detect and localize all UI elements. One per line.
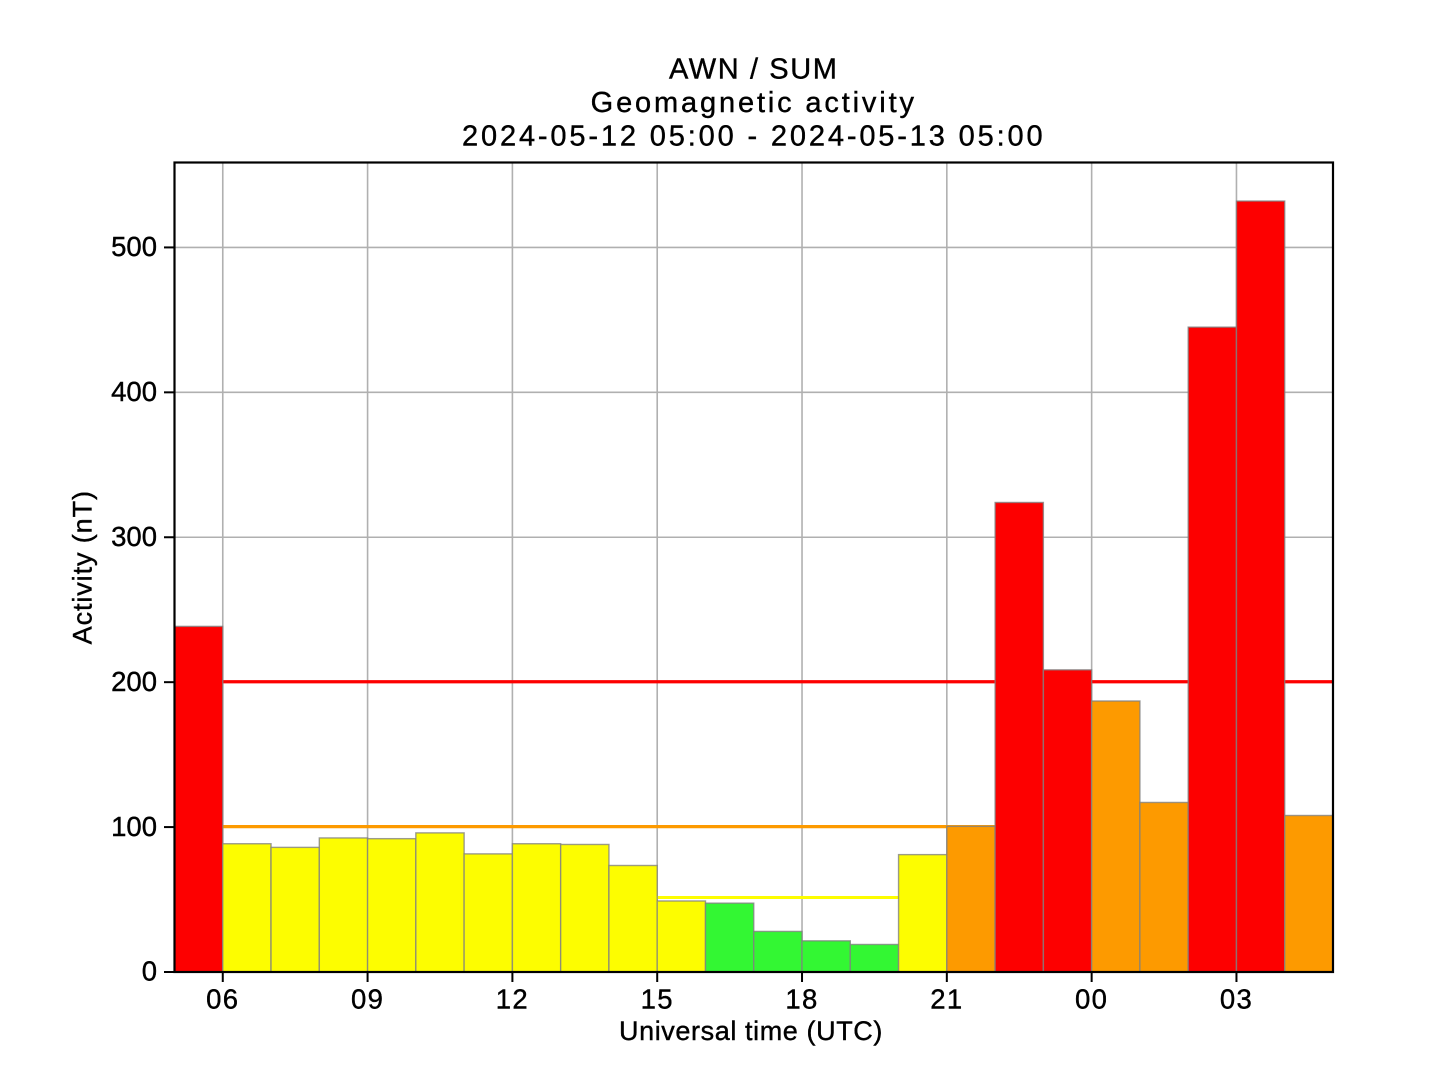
svg-text:2024-05-12 05:00 - 2024-05-13: 2024-05-12 05:00 - 2024-05-13 05:00	[462, 121, 1045, 153]
svg-text:300: 300	[111, 521, 157, 552]
svg-text:12: 12	[496, 984, 529, 1015]
svg-text:Universal time (UTC): Universal time (UTC)	[619, 1016, 883, 1046]
svg-text:500: 500	[111, 231, 157, 262]
svg-text:Activity (nT): Activity (nT)	[67, 490, 97, 644]
svg-text:03: 03	[1220, 984, 1253, 1015]
svg-text:AWN / SUM: AWN / SUM	[669, 53, 839, 85]
svg-text:0: 0	[142, 956, 157, 987]
svg-text:00: 00	[1075, 984, 1108, 1015]
svg-text:200: 200	[111, 666, 157, 697]
svg-text:21: 21	[930, 984, 963, 1015]
svg-text:15: 15	[641, 984, 674, 1015]
svg-text:18: 18	[785, 984, 818, 1015]
svg-text:Geomagnetic activity: Geomagnetic activity	[591, 87, 917, 119]
svg-text:100: 100	[111, 811, 157, 842]
svg-text:400: 400	[111, 376, 157, 407]
svg-text:09: 09	[351, 984, 384, 1015]
svg-text:06: 06	[206, 984, 239, 1015]
